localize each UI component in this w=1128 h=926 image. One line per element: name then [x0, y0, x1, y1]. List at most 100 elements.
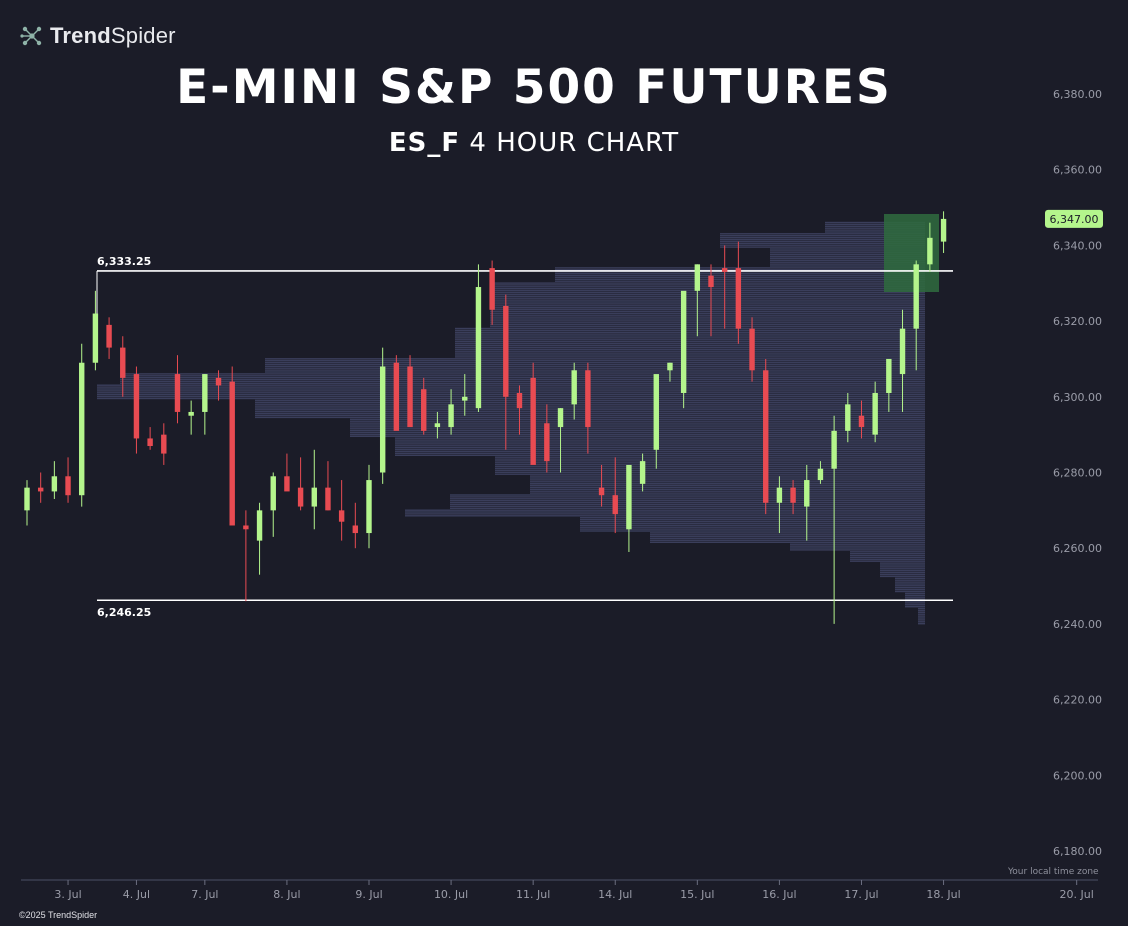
candle	[735, 241, 742, 344]
candle-body	[51, 476, 58, 492]
volume-profile-bar	[350, 433, 925, 436]
volume-profile-bar	[395, 439, 925, 441]
volume-profile-bar	[918, 619, 925, 621]
candle	[462, 374, 468, 416]
volume-profile-bar	[918, 611, 925, 613]
volume-profile-bar	[880, 566, 925, 568]
candle	[106, 317, 112, 359]
candle	[256, 502, 263, 575]
volume-profile	[97, 221, 925, 625]
y-tick-label: 6,180.00	[1053, 845, 1102, 858]
volume-profile-bar	[490, 307, 925, 309]
volume-profile-bar	[455, 356, 925, 358]
volume-profile-bar	[490, 314, 925, 316]
candle-body	[79, 362, 85, 496]
candle-body	[776, 487, 783, 503]
volume-profile-bar	[530, 490, 925, 492]
x-tick-label: 8. Jul	[273, 888, 300, 901]
volume-profile-bar	[650, 537, 925, 540]
volume-profile-bar	[97, 384, 925, 386]
volume-profile-bar	[880, 571, 925, 574]
candle-body	[940, 218, 947, 242]
candle-body	[37, 487, 44, 492]
chart-title: E-MINI S&P 500 FUTURES	[176, 60, 892, 115]
volume-profile-bar	[530, 488, 925, 490]
volume-profile-bar	[350, 428, 925, 430]
volume-profile-bar	[490, 297, 925, 299]
volume-profile-bar	[450, 507, 925, 509]
volume-profile-bar	[490, 310, 925, 313]
volume-profile-bar	[905, 602, 925, 604]
volume-profile-bar	[455, 342, 925, 345]
candle	[475, 264, 482, 412]
candle-body	[790, 487, 796, 503]
candle-body	[886, 358, 892, 394]
volume-profile-bar	[350, 431, 925, 434]
volume-profile-bar	[490, 291, 925, 294]
trendspider-logo: TrendSpider	[19, 22, 176, 50]
volume-profile-bar	[495, 469, 925, 472]
x-tick-label: 17. Jul	[844, 888, 878, 901]
volume-profile-bar	[455, 333, 925, 335]
candle	[379, 347, 386, 484]
y-tick-label: 6,300.00	[1053, 391, 1102, 404]
volume-profile-bar	[650, 532, 925, 534]
volume-profile-bar	[395, 437, 925, 439]
volume-profile-bar	[850, 551, 925, 553]
candle	[544, 404, 550, 473]
candle-body	[817, 468, 824, 481]
volume-profile-bar	[455, 327, 925, 330]
y-tick-label: 6,200.00	[1053, 769, 1102, 782]
volume-profile-bar	[880, 570, 925, 572]
volume-profile-bar	[455, 341, 925, 343]
volume-profile-bar	[405, 509, 925, 511]
volume-profile-bar	[720, 244, 925, 246]
volume-profile-bar	[850, 556, 925, 559]
volume-profile-bar	[455, 337, 925, 339]
volume-profile-bar	[790, 543, 925, 545]
candle	[680, 290, 687, 409]
volume-profile-bar	[350, 435, 925, 437]
candle	[133, 366, 140, 454]
candle	[530, 362, 536, 465]
candle-body	[858, 415, 865, 428]
candle-body	[379, 366, 386, 473]
candle	[338, 480, 345, 541]
volume-profile-bar	[490, 293, 925, 296]
candle-body	[106, 324, 112, 348]
volume-profile-bar	[455, 352, 925, 354]
x-tick-label: 9. Jul	[355, 888, 382, 901]
candle	[571, 362, 577, 420]
candle	[913, 260, 919, 371]
volume-profile-bar	[265, 369, 925, 371]
volume-profile-bar	[530, 477, 925, 479]
volume-profile-bar	[770, 250, 925, 252]
candle-body	[65, 476, 71, 496]
volume-profile-bar	[405, 511, 925, 513]
volume-profile-bar	[450, 496, 925, 498]
volume-profile-bar	[770, 254, 925, 256]
candle-body	[708, 275, 714, 288]
volume-profile-bar	[350, 426, 925, 428]
copyright: ©2025 TrendSpider	[19, 910, 98, 920]
y-tick-label: 6,360.00	[1053, 164, 1102, 177]
volume-profile-bar	[850, 558, 925, 561]
volume-profile-bar	[395, 450, 925, 453]
candle-body	[24, 487, 30, 511]
candle	[708, 264, 714, 337]
volume-profile-bar	[495, 465, 925, 468]
volume-profile-bar	[895, 585, 925, 587]
volume-profile-bar	[770, 259, 925, 261]
volume-profile-bar	[490, 308, 925, 311]
candle	[845, 393, 851, 443]
candle	[858, 400, 865, 439]
candle	[229, 366, 235, 526]
candle-body	[338, 510, 345, 522]
candle	[92, 290, 99, 371]
volume-profile-bar	[490, 301, 925, 303]
x-tick-label: 3. Jul	[54, 888, 81, 901]
volume-profile-bar	[395, 454, 925, 456]
candle-body	[653, 374, 659, 450]
volume-profile-bar	[450, 501, 925, 504]
